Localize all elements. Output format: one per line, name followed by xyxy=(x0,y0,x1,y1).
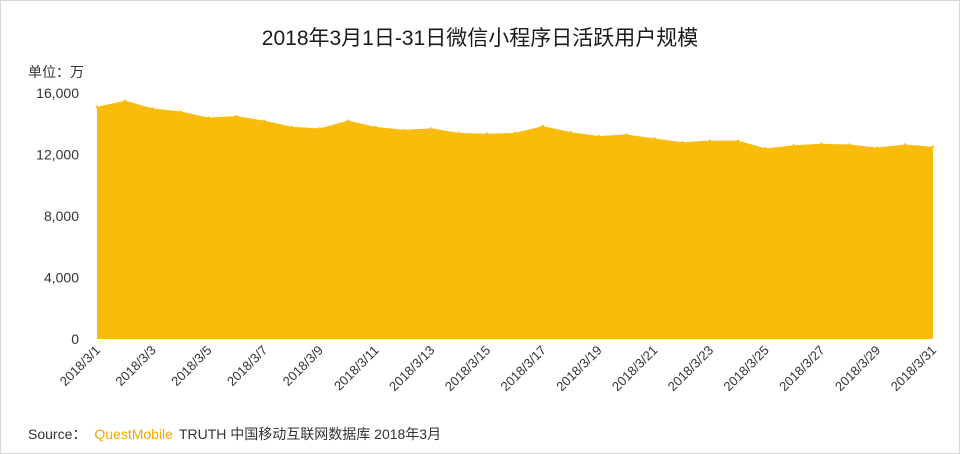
data-point xyxy=(653,137,656,140)
y-tick-label: 0 xyxy=(71,331,79,347)
data-point xyxy=(792,144,795,147)
series-area xyxy=(97,100,933,339)
data-point xyxy=(931,145,935,149)
data-point xyxy=(820,142,823,145)
data-point xyxy=(876,146,879,149)
brand-questmobile: QuestMobile xyxy=(94,426,173,442)
y-tick-label: 16,000 xyxy=(36,85,79,101)
source-label: Source： xyxy=(28,426,87,442)
source-footer: Source： QuestMobile TRUTH 中国移动互联网数据库 2018年… xyxy=(28,424,441,444)
data-point xyxy=(541,124,545,128)
data-point xyxy=(569,131,572,134)
x-tick-label: 2018/3/7 xyxy=(224,343,270,389)
x-tick-label: 2018/3/17 xyxy=(497,343,549,395)
data-point xyxy=(123,99,127,102)
data-point xyxy=(708,139,712,142)
data-point xyxy=(235,114,238,118)
data-point xyxy=(485,132,489,135)
data-point xyxy=(95,105,99,109)
data-point xyxy=(179,110,182,113)
y-tick-label: 8,000 xyxy=(44,208,79,224)
data-point xyxy=(318,127,322,130)
unit-label: 单位：万 xyxy=(28,64,84,80)
data-point xyxy=(597,134,600,138)
data-point xyxy=(458,131,461,135)
data-point xyxy=(764,147,767,150)
data-point xyxy=(263,119,266,122)
x-tick-label: 2018/3/25 xyxy=(720,343,772,395)
source-text: TRUTH 中国移动互联网数据库 2018年3月 xyxy=(178,426,442,442)
x-tick-label: 2018/3/13 xyxy=(386,343,438,395)
y-axis-ticks: 0 4,000 8,000 12,000 16,000 xyxy=(36,85,79,347)
x-tick-label: 2018/3/27 xyxy=(776,343,828,395)
x-tick-label: 2018/3/5 xyxy=(168,343,214,389)
data-point xyxy=(513,131,517,135)
x-tick-label: 2018/3/19 xyxy=(553,343,605,395)
data-point xyxy=(736,139,740,142)
y-tick-label: 4,000 xyxy=(44,270,79,286)
data-point xyxy=(346,119,349,122)
x-axis-ticks: 2018/3/1 2018/3/3 2018/3/5 2018/3/7 2018/3/9… xyxy=(57,343,939,395)
chart-title: 2018年3月1日-31日微信小程序日活跃用户规模 xyxy=(261,27,699,50)
data-point xyxy=(430,127,433,130)
x-tick-label: 2018/3/11 xyxy=(331,343,382,394)
x-tick-label: 2018/3/31 xyxy=(888,343,940,395)
data-point xyxy=(290,125,294,129)
x-tick-label: 2018/3/9 xyxy=(280,343,326,389)
data-point xyxy=(681,141,684,144)
x-tick-label: 2018/3/1 xyxy=(57,343,103,389)
data-point xyxy=(848,143,851,146)
data-point xyxy=(374,125,377,129)
x-tick-label: 2018/3/21 xyxy=(609,343,661,395)
data-point xyxy=(903,143,907,146)
y-tick-label: 12,000 xyxy=(36,147,79,163)
data-point xyxy=(151,107,154,110)
x-tick-label: 2018/3/15 xyxy=(442,343,494,395)
series-area-layer xyxy=(95,99,935,339)
data-point xyxy=(207,116,210,119)
data-point xyxy=(402,128,405,132)
x-tick-label: 2018/3/29 xyxy=(832,343,884,395)
data-point xyxy=(625,133,628,136)
x-tick-label: 2018/3/23 xyxy=(665,343,717,395)
x-tick-label: 2018/3/3 xyxy=(112,343,158,389)
